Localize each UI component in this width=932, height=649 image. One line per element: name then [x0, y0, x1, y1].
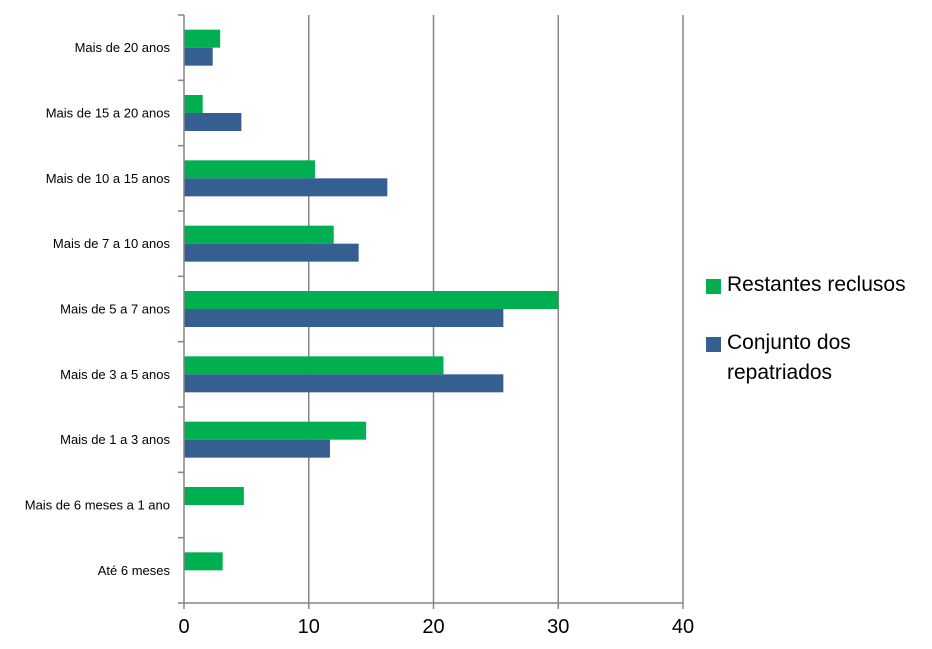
legend-label-series-1: Conjunto dos repatriados: [727, 331, 851, 384]
category-label: Mais de 1 a 3 anos: [60, 432, 170, 447]
category-label: Mais de 15 a 20 anos: [46, 106, 171, 121]
x-tick-label: 10: [298, 616, 320, 638]
category-labels: Mais de 20 anos Mais de 15 a 20 anos Mais …: [25, 40, 171, 578]
bar-series-0: [184, 291, 559, 309]
x-tick-label: 0: [178, 616, 189, 638]
category-label: Mais de 20 anos: [75, 40, 171, 55]
bar-series-1: [184, 439, 330, 458]
category-label: Mais de 7 a 10 anos: [53, 236, 171, 251]
x-tick-labels: 0 10 20 30 40: [178, 616, 694, 638]
bar-series-1: [184, 178, 388, 197]
bar-series-0: [184, 487, 244, 505]
bar-series-0: [184, 356, 444, 375]
legend-item-series-1: Conjunto dos repatriados: [706, 328, 932, 388]
category-label: Mais de 10 a 15 anos: [46, 171, 171, 186]
x-tick-label: 30: [547, 616, 569, 638]
category-label: Mais de 5 a 7 anos: [60, 302, 170, 317]
axes: [178, 14, 684, 609]
category-label: Mais de 3 a 5 anos: [60, 367, 170, 382]
bar-series-1: [184, 243, 359, 262]
bar-series-0: [184, 421, 367, 440]
bar-series-1: [184, 113, 242, 131]
x-tick-label: 20: [422, 616, 444, 638]
category-label: Mais de 6 meses a 1 ano: [25, 498, 170, 513]
legend-label-series-0: Restantes reclusos: [727, 273, 906, 296]
bar-series-0: [184, 29, 221, 48]
bar-series-0: [184, 225, 334, 244]
bar-series-0: [184, 552, 223, 571]
legend: Restantes reclusos Conjunto dos repatria…: [706, 270, 932, 416]
legend-item-series-0: Restantes reclusos: [706, 270, 932, 300]
category-label: Até 6 meses: [98, 563, 171, 578]
bar-series-0: [184, 95, 203, 113]
bar-series-1: [184, 374, 504, 393]
bars: [184, 29, 559, 571]
legend-swatch-series-1: [706, 337, 721, 352]
bar-series-1: [184, 309, 504, 327]
legend-swatch-series-0: [706, 279, 721, 294]
x-tick-label: 40: [672, 616, 694, 638]
bar-series-0: [184, 160, 315, 179]
bar-series-1: [184, 47, 213, 66]
